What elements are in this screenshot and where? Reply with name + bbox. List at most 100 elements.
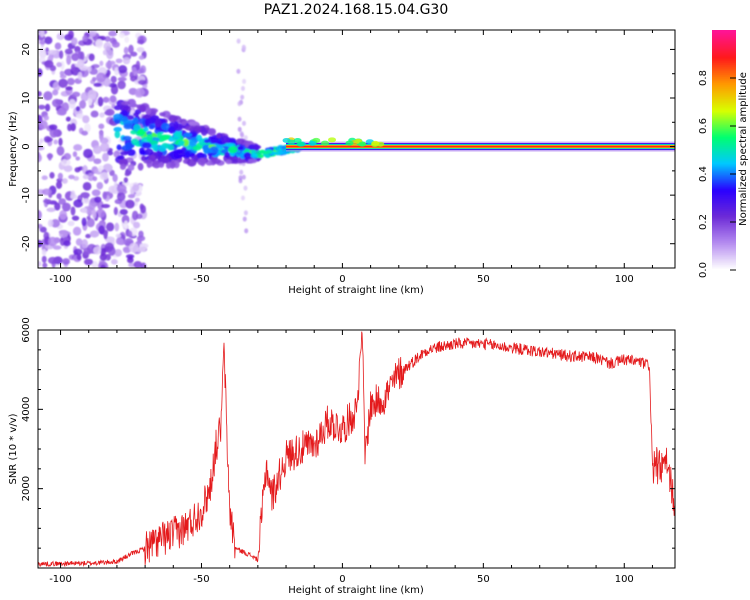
spectrogram-y-label: Frequency (Hz) — [8, 111, 19, 187]
noise-speck — [38, 153, 42, 163]
signal-blob — [210, 137, 220, 144]
colorbar-strip — [712, 240, 736, 243]
noise-speck — [236, 38, 241, 44]
signal-blob — [188, 121, 199, 126]
colorbar-strip — [712, 268, 736, 271]
noise-speck — [41, 249, 47, 256]
noise-speck — [243, 210, 248, 216]
noise-speck — [236, 68, 241, 74]
noise-speck — [138, 230, 144, 238]
snr-panel: -100 -50 0 50 100 2000 4000 6000 Height of str… — [8, 317, 676, 596]
colorbar-strip — [712, 44, 736, 47]
noise-speck — [75, 106, 81, 112]
noise-speck — [102, 96, 110, 103]
signal-blob — [131, 138, 140, 146]
noise-speck — [38, 223, 43, 229]
colorbar-strip — [712, 144, 736, 147]
colorbar-strip — [712, 252, 736, 255]
noise-speck — [62, 258, 71, 265]
colorbar-strip — [712, 148, 736, 151]
signal-blob — [184, 150, 191, 159]
colorbar-strip — [712, 68, 736, 71]
signal-blob — [168, 114, 178, 123]
noise-speck — [54, 202, 61, 211]
signal-blob — [162, 134, 170, 140]
colorbar: 0.0 0.2 0.4 0.6 0.8 Normalized spectral ampl… — [698, 30, 749, 278]
noise-speck — [239, 131, 244, 137]
colorbar-strip — [712, 170, 736, 173]
noise-speck — [90, 110, 99, 118]
signal-blob — [148, 124, 155, 130]
noise-speck — [56, 32, 65, 41]
colorbar-strip — [712, 212, 736, 215]
colorbar-strip — [712, 160, 736, 163]
colorbar-strip — [712, 42, 736, 45]
noise-speck — [123, 177, 129, 184]
noise-speck — [38, 261, 42, 267]
noise-speck — [95, 38, 104, 49]
noise-speck — [109, 95, 117, 103]
noise-speck — [55, 180, 63, 190]
colorbar-strip — [712, 214, 736, 217]
colorbar-strip — [712, 256, 736, 259]
noise-speck — [48, 124, 58, 131]
signal-blob — [158, 162, 165, 168]
tone-lump — [320, 140, 329, 146]
colorbar-strip — [712, 234, 736, 237]
noise-speck — [61, 202, 71, 212]
noise-speck — [128, 87, 138, 96]
noise-speck — [114, 249, 122, 257]
colorbar-strip — [712, 100, 736, 103]
colorbar-strip — [712, 198, 736, 201]
noise-speck — [99, 60, 104, 67]
noise-speck — [122, 57, 131, 65]
colorbar-strip — [712, 78, 736, 81]
spectrogram-y-tick-label: 20 — [21, 43, 32, 56]
noise-speck — [96, 181, 104, 190]
signal-blob — [113, 105, 122, 111]
noise-speck — [242, 120, 247, 126]
colorbar-strip — [712, 192, 736, 195]
noise-speck — [117, 76, 127, 82]
noise-speck — [114, 222, 120, 232]
noise-speck — [87, 89, 97, 100]
signal-blob — [174, 125, 183, 132]
colorbar-strip — [712, 178, 736, 181]
noise-speck — [243, 185, 248, 191]
noise-speck — [41, 255, 47, 264]
noise-speck — [240, 85, 245, 91]
noise-speck — [237, 126, 242, 132]
colorbar-strip — [712, 164, 736, 167]
colorbar-strip — [712, 230, 736, 233]
noise-speck — [92, 145, 102, 155]
colorbar-strip — [712, 222, 736, 225]
colorbar-strip — [712, 246, 736, 249]
colorbar-strip — [712, 242, 736, 245]
noise-speck — [81, 130, 89, 136]
signal-blob — [235, 138, 243, 145]
signal-blob — [154, 119, 162, 128]
noise-speck — [104, 242, 114, 251]
colorbar-strip — [712, 232, 736, 235]
signal-blob — [197, 152, 205, 159]
colorbar-strip — [712, 226, 736, 229]
colorbar-strip — [712, 98, 736, 101]
noise-speck — [63, 165, 73, 173]
noise-speck — [104, 35, 111, 42]
colorbar-strip — [712, 114, 736, 117]
signal-blob — [113, 126, 122, 132]
colorbar-strip — [712, 128, 736, 131]
noise-speck — [99, 253, 108, 261]
tone-lump — [371, 140, 380, 146]
signal-blob — [121, 135, 132, 141]
colorbar-strip — [712, 146, 736, 149]
colorbar-strip — [712, 180, 736, 183]
noise-speck — [99, 172, 109, 181]
noise-speck — [242, 45, 247, 51]
signal-blob — [127, 164, 135, 171]
noise-speck — [106, 150, 114, 156]
noise-speck — [138, 55, 145, 60]
tone-lump — [308, 140, 317, 146]
noise-speck — [80, 92, 90, 102]
colorbar-strip — [712, 174, 736, 177]
